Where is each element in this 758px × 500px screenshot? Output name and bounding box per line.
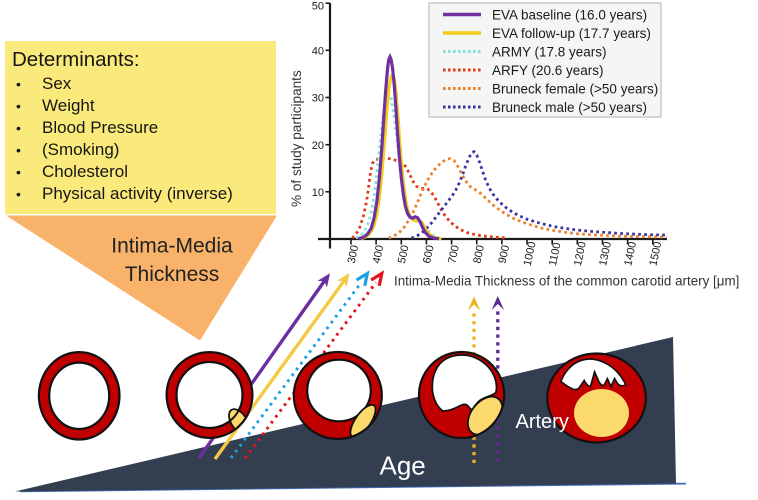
svg-text:Thickness: Thickness [125,263,220,286]
svg-text:ARFY (20.6 years): ARFY (20.6 years) [492,63,604,78]
svg-text:600: 600 [421,244,437,264]
svg-text:30: 30 [312,93,324,105]
svg-text:10: 10 [312,187,324,199]
svg-text:500: 500 [396,244,412,264]
svg-text:Bruneck female (>50 years): Bruneck female (>50 years) [492,82,658,97]
svg-text:50: 50 [312,1,324,13]
svg-text:20: 20 [312,140,324,152]
svg-text:300: 300 [346,244,362,264]
svg-text:1100: 1100 [547,241,564,267]
svg-text:1500: 1500 [647,241,664,267]
svg-text:Artery: Artery [516,411,569,433]
svg-text:1000: 1000 [522,241,539,267]
svg-text:% of study participants: % of study participants [289,70,304,207]
svg-text:EVA baseline (16.0 years): EVA baseline (16.0 years) [492,8,647,23]
svg-text:700: 700 [446,244,462,264]
svg-text:800: 800 [471,244,487,264]
svg-text:1200: 1200 [572,241,589,267]
svg-text:Age: Age [380,451,426,481]
svg-text:Intima-Media: Intima-Media [111,235,233,258]
svg-text:900: 900 [497,244,513,264]
svg-text:1300: 1300 [597,241,614,267]
svg-text:Bruneck male (>50 years): Bruneck male (>50 years) [492,100,647,115]
svg-text:40: 40 [312,46,324,58]
svg-text:Intima-Media Thickness of the: Intima-Media Thickness of the common car… [394,274,739,289]
svg-text:1400: 1400 [622,241,639,267]
svg-text:400: 400 [371,244,387,264]
svg-text:EVA follow-up (17.7 years): EVA follow-up (17.7 years) [492,26,651,41]
svg-text:ARMY (17.8 years): ARMY (17.8 years) [492,45,607,60]
